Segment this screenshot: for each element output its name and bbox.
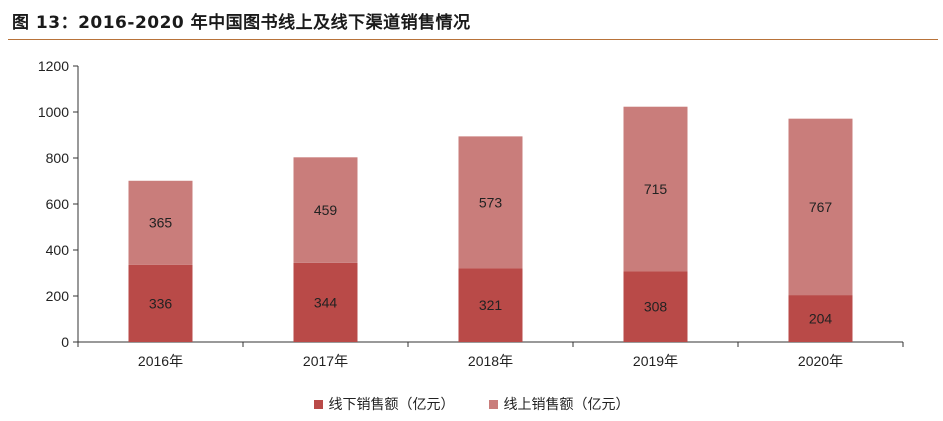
legend-item-offline: 线下销售额（亿元）	[313, 394, 455, 414]
title-rule	[8, 39, 938, 40]
y-tick-label: 800	[46, 150, 70, 166]
data-label-online: 715	[644, 181, 668, 197]
data-label-offline: 336	[149, 295, 173, 311]
data-label-offline: 344	[314, 294, 338, 310]
bar-online	[128, 180, 193, 265]
y-tick-label: 400	[46, 242, 70, 258]
legend-item-online: 线上销售额（亿元）	[488, 394, 630, 414]
chart-title: 图 13：2016-2020 年中国图书线上及线下渠道销售情况	[12, 13, 471, 33]
legend: 线下销售额（亿元） 线上销售额（亿元）	[0, 394, 943, 414]
x-tick-label: 2016年	[138, 353, 183, 369]
legend-swatch-online	[488, 399, 498, 409]
bar-online	[458, 136, 523, 269]
stacked-bar-chart: 0 200 400 600 800 1000 1200 336 365 2016年 344 459 20…	[38, 58, 904, 369]
x-tick-label: 2017年	[303, 353, 348, 369]
legend-label-offline: 线下销售额（亿元）	[328, 397, 455, 413]
y-tick-label: 200	[46, 288, 70, 304]
data-label-offline: 321	[479, 297, 503, 313]
bar-offline	[128, 264, 193, 342]
y-tick-label: 1000	[38, 104, 69, 120]
data-label-online: 573	[479, 194, 503, 210]
bar-online	[623, 106, 688, 272]
data-label-offline: 308	[644, 299, 668, 315]
legend-label-online: 线上销售额（亿元）	[503, 397, 630, 413]
data-label-online: 459	[314, 202, 338, 218]
legend-swatch-offline	[313, 399, 323, 409]
bar-offline	[458, 268, 523, 342]
bar-online	[788, 118, 853, 296]
bar-offline	[293, 262, 358, 342]
data-label-online: 365	[149, 215, 173, 231]
x-tick-label: 2019年	[633, 353, 678, 369]
data-label-online: 767	[809, 199, 833, 215]
x-tick-label: 2018年	[468, 353, 513, 369]
bar-online	[293, 157, 358, 263]
y-tick-label: 0	[61, 334, 69, 350]
y-tick-label: 1200	[38, 58, 69, 74]
y-tick-label: 600	[46, 196, 70, 212]
bar-offline	[788, 295, 853, 342]
data-label-offline: 204	[809, 311, 833, 327]
x-tick-label: 2020年	[798, 353, 843, 369]
bar-offline	[623, 271, 688, 342]
